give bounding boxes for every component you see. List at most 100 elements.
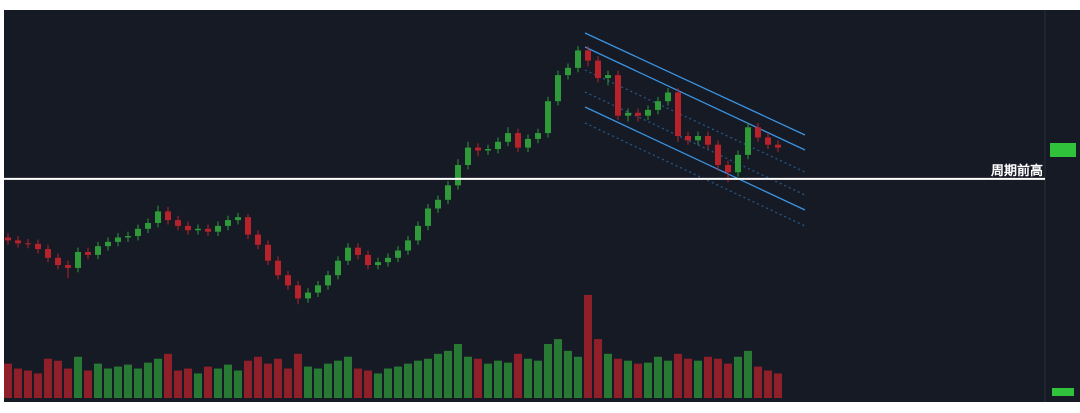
volume-bar: [414, 360, 422, 398]
candle-body: [615, 75, 621, 116]
candle-body: [455, 165, 461, 186]
candle-body: [235, 217, 241, 221]
volume-bar: [214, 368, 222, 398]
candle-body: [5, 237, 11, 241]
volume-bar: [364, 370, 372, 398]
price-tag: [1050, 143, 1076, 157]
candle-body: [15, 240, 21, 244]
volume-bar: [594, 339, 602, 398]
volume-bar: [354, 368, 362, 398]
volume-bar: [4, 363, 12, 398]
candle-body: [775, 144, 781, 148]
volume-bar: [64, 368, 72, 398]
candle-body: [575, 50, 581, 68]
candle-body: [265, 244, 271, 261]
candle-body: [705, 136, 711, 145]
volume-bar: [304, 366, 312, 398]
volume-bar: [164, 353, 172, 398]
candle-body: [155, 211, 161, 223]
candle-body: [735, 154, 741, 173]
volume-bar: [644, 362, 652, 398]
candle-body: [555, 75, 561, 102]
candle-body: [565, 67, 571, 76]
volume-bar: [564, 350, 572, 398]
candle-body: [625, 112, 631, 116]
volume-bar: [534, 360, 542, 398]
channel-mid2: [584, 91, 806, 196]
candle-body: [505, 133, 511, 142]
candle-body: [35, 243, 41, 250]
volume-bar: [404, 363, 412, 398]
volume-bar: [574, 356, 582, 398]
candle-body: [655, 101, 661, 110]
candle-body: [195, 228, 201, 231]
candle-body: [685, 136, 691, 141]
candle-body: [765, 137, 771, 145]
candle-body: [255, 234, 261, 245]
channel-bottom: [584, 122, 806, 227]
candle-body: [285, 275, 291, 286]
candle-body: [535, 133, 541, 139]
candle-body: [605, 75, 611, 78]
volume-bar: [484, 363, 492, 398]
candle-body: [435, 199, 441, 209]
volume-bar: [144, 362, 152, 398]
candle-body: [495, 141, 501, 150]
volume-bar: [14, 368, 22, 398]
candle-body: [45, 249, 51, 258]
candle-body: [485, 149, 491, 151]
volume-bar: [674, 353, 682, 398]
volume-bar: [294, 353, 302, 398]
volume-bar: [474, 358, 482, 398]
candle-body: [715, 144, 721, 165]
candle-body: [345, 247, 351, 261]
candle-body: [545, 101, 551, 134]
candle-body: [365, 254, 371, 266]
volume-bar: [254, 356, 262, 398]
volume-bar: [344, 356, 352, 398]
volume-bar: [584, 294, 592, 398]
candle-body: [275, 260, 281, 276]
volume-bar: [284, 368, 292, 398]
volume-bar: [734, 356, 742, 398]
volume-bar: [714, 358, 722, 398]
candle-body: [355, 247, 361, 255]
candle-body: [635, 112, 641, 116]
volume-bar: [334, 360, 342, 398]
volume-bar: [124, 364, 132, 398]
volume-bar: [44, 358, 52, 398]
candle-body: [305, 292, 311, 299]
volume-bar: [34, 373, 42, 398]
channel-mid: [584, 69, 806, 173]
candle-body: [475, 147, 481, 151]
candle-body: [515, 133, 521, 148]
volume-bar: [454, 344, 462, 398]
volume-bar: [194, 373, 202, 398]
plot-area: [4, 10, 1080, 402]
candle-body: [375, 262, 381, 266]
volume-bar: [314, 368, 322, 398]
candle-body: [245, 217, 251, 235]
candle-body: [225, 220, 231, 226]
volume-bar: [724, 363, 732, 398]
candle-body: [175, 220, 181, 226]
candle-body: [115, 237, 121, 242]
candle-body: [135, 228, 141, 237]
volume-bar: [694, 360, 702, 398]
candle-body: [55, 257, 61, 266]
volume-bar: [634, 363, 642, 398]
candle-body: [665, 92, 671, 102]
volume-bar: [24, 370, 32, 398]
volume-bar: [54, 360, 62, 398]
volume-tag: [1052, 388, 1074, 396]
candle-body: [425, 208, 431, 226]
candle-body: [675, 92, 681, 136]
volume-bar: [224, 364, 232, 398]
candle-body: [725, 165, 731, 173]
volume-bar: [654, 356, 662, 398]
volume-bar: [424, 358, 432, 398]
candle-body: [465, 147, 471, 165]
candle-body: [65, 265, 71, 268]
volume-bar: [324, 363, 332, 398]
candle-body: [325, 275, 331, 286]
